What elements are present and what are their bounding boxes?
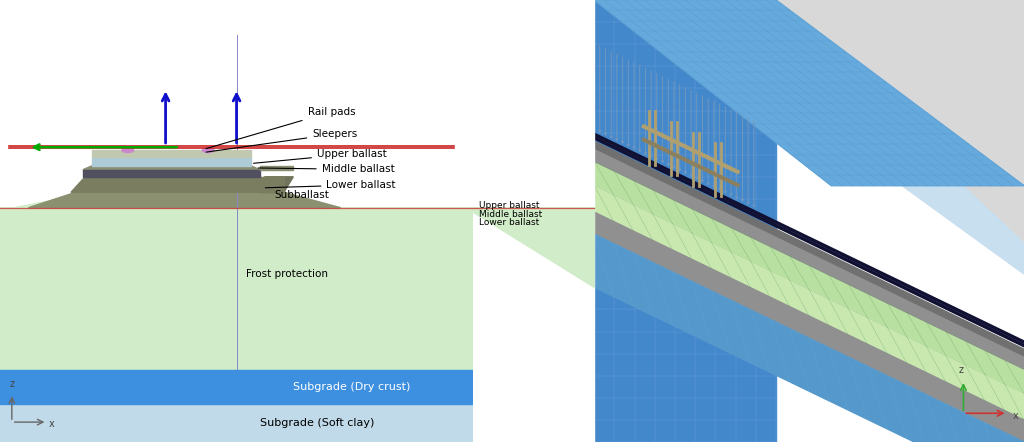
Text: x: x: [1013, 411, 1019, 421]
Polygon shape: [594, 234, 1024, 442]
Text: Middle ballast: Middle ballast: [258, 164, 394, 175]
Text: Frost protection: Frost protection: [246, 269, 328, 279]
Polygon shape: [765, 0, 1024, 243]
Polygon shape: [473, 208, 594, 287]
Bar: [92, 150, 251, 157]
Text: x: x: [49, 419, 55, 430]
Text: Sleepers: Sleepers: [206, 129, 357, 152]
Polygon shape: [0, 197, 473, 369]
Text: Lower ballast: Lower ballast: [478, 218, 539, 227]
Polygon shape: [594, 212, 1024, 442]
Text: Subgrade (Soft clay): Subgrade (Soft clay): [260, 418, 375, 428]
Polygon shape: [83, 166, 260, 170]
Bar: [83, 170, 260, 177]
Polygon shape: [737, 0, 1024, 274]
Bar: [473, 0, 594, 442]
Polygon shape: [71, 177, 274, 192]
Polygon shape: [92, 157, 251, 166]
Ellipse shape: [203, 148, 214, 152]
Polygon shape: [594, 161, 1024, 393]
Text: Middle ballast: Middle ballast: [478, 210, 542, 219]
Text: Lower ballast: Lower ballast: [265, 180, 396, 190]
Polygon shape: [594, 148, 1024, 369]
Polygon shape: [260, 166, 293, 170]
Polygon shape: [260, 177, 293, 192]
Bar: [0, 404, 473, 442]
Polygon shape: [260, 177, 284, 192]
Text: Upper ballast: Upper ballast: [478, 201, 539, 210]
Polygon shape: [594, 141, 1024, 356]
Text: Upper ballast: Upper ballast: [254, 149, 387, 163]
Polygon shape: [29, 192, 322, 208]
Text: z: z: [9, 379, 14, 389]
Polygon shape: [260, 192, 341, 208]
Polygon shape: [594, 0, 1024, 186]
Polygon shape: [594, 186, 1024, 420]
Polygon shape: [260, 177, 284, 192]
Text: z: z: [958, 366, 964, 376]
Text: Subballast: Subballast: [274, 190, 330, 200]
Polygon shape: [594, 0, 776, 442]
Ellipse shape: [122, 148, 134, 152]
Bar: [0, 369, 473, 404]
Text: Rail pads: Rail pads: [206, 107, 355, 149]
Text: Subgrade (Dry crust): Subgrade (Dry crust): [293, 382, 411, 392]
